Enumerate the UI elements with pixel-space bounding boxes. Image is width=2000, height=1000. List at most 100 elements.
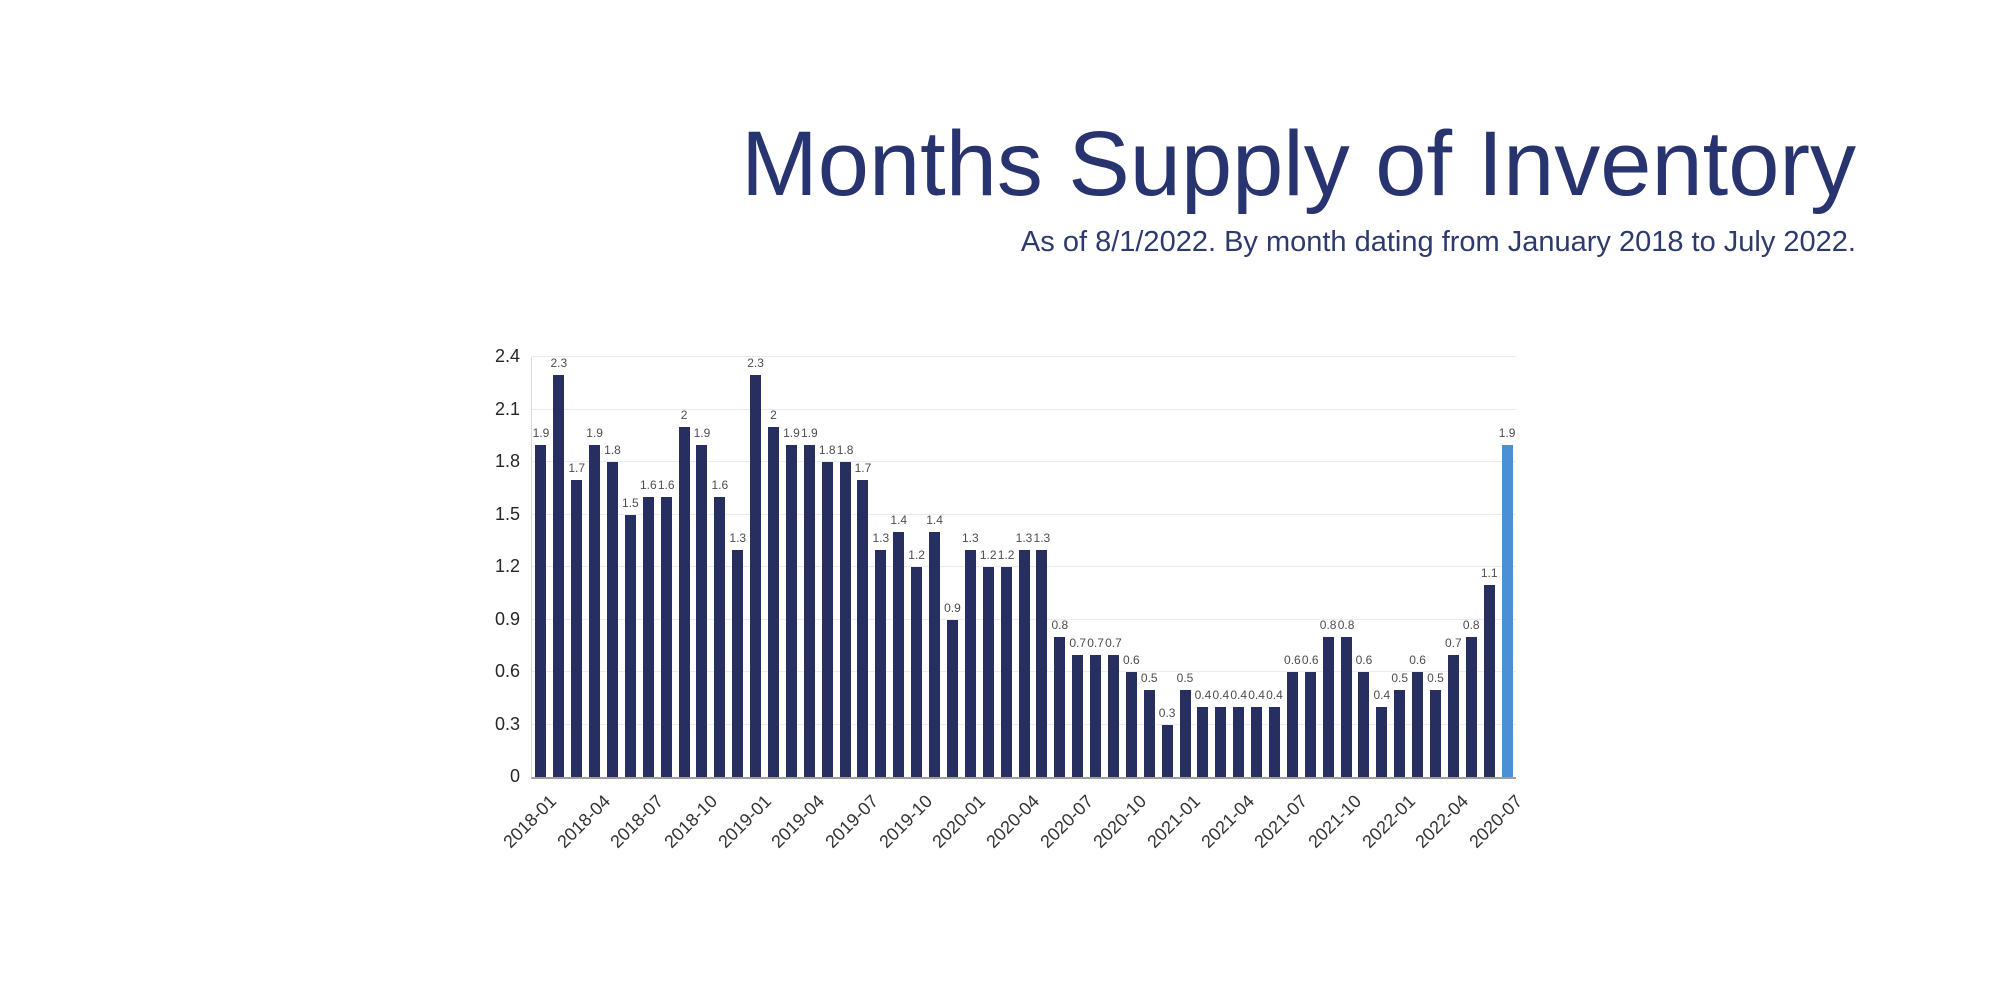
bar-value-label: 1.2 (979, 548, 997, 562)
bar-value-label: 1.9 (693, 425, 711, 440)
bar-value-label: 0.4 (1266, 688, 1283, 702)
bar-value-label: 1.4 (890, 513, 908, 527)
bar-2018-01 (535, 444, 547, 777)
bar-value-label: 1.1 (1480, 565, 1498, 580)
bar-2022-04 (1447, 654, 1459, 777)
bar-2019-08 (875, 549, 887, 777)
bar-2018-02 (553, 374, 565, 777)
bar-value-label: 1.9 (532, 425, 550, 440)
bar-value-label: 0.6 (1409, 653, 1426, 667)
bar-2021-10 (1340, 637, 1352, 777)
bar-value-label: 0.7 (1087, 635, 1104, 650)
bar-value-label: 1.3 (729, 530, 747, 545)
bar-value-label: 1.3 (961, 530, 979, 545)
bar-value-label: 1.5 (622, 495, 639, 510)
chart-header: Months Supply of Inventory As of 8/1/202… (741, 112, 1856, 259)
bar-2020-08 (1090, 654, 1102, 777)
bar-value-label: 0.3 (1158, 705, 1176, 720)
bar-2021-09 (1322, 637, 1334, 777)
bar-value-label: 0.4 (1212, 688, 1230, 702)
gridline (532, 461, 1516, 462)
bar-2021-08 (1304, 672, 1316, 777)
bar-2020-06 (1054, 637, 1066, 777)
bar-value-label: 0.5 (1391, 670, 1409, 685)
bar-2018-03 (571, 479, 583, 777)
bar-2021-04 (1233, 707, 1245, 777)
bar-2019-12 (946, 619, 958, 777)
y-tick-label: 0.9 (494, 608, 520, 629)
bar-2020-07 (1072, 654, 1084, 777)
bar-2021-02 (1197, 707, 1209, 777)
bar-value-label: 1.2 (997, 548, 1015, 562)
bar-2018-10 (696, 444, 708, 777)
bar-2018-04 (589, 444, 601, 777)
bar-value-label: 1.6 (639, 478, 657, 492)
bar-2022-02 (1412, 672, 1424, 777)
bar-value-label: 0.8 (1319, 618, 1337, 632)
bar-value-label: 0.8 (1051, 618, 1069, 632)
bar-value-label: 0.9 (944, 600, 961, 615)
y-tick-label: 1.8 (494, 451, 520, 471)
bar-2020-04 (1018, 549, 1030, 777)
bar-value-label: 1.3 (1015, 530, 1033, 545)
bar-value-label: 0.7 (1105, 635, 1122, 650)
bar-value-label: 0.5 (1176, 670, 1194, 685)
bar-2020-01 (964, 549, 976, 777)
bar-2018-08 (660, 497, 672, 777)
bar-value-label: 2 (770, 408, 777, 422)
bar-2021-06 (1268, 707, 1280, 777)
bar-value-label: 0.8 (1337, 618, 1355, 632)
bar-2018-09 (678, 427, 690, 777)
bar-value-label: 0.5 (1427, 670, 1444, 685)
bar-value-label: 0.4 (1194, 688, 1212, 702)
bar-value-label: 1.3 (1033, 530, 1051, 545)
bar-value-label: 1.6 (657, 478, 675, 492)
bar-value-label: 2.3 (550, 355, 568, 370)
bar-value-label: 0.4 (1373, 688, 1391, 702)
y-tick-label: 1.2 (494, 556, 520, 576)
bar-2019-10 (911, 567, 923, 777)
bar-value-label: 1.8 (818, 443, 836, 457)
bar-2020-11 (1143, 689, 1155, 777)
bar-2022-07 (1501, 444, 1513, 777)
bar-value-label: 0.7 (1445, 635, 1462, 650)
bar-value-label: 1.9 (800, 425, 818, 440)
bar-2021-01 (1179, 689, 1191, 777)
gridline (532, 513, 1516, 515)
bar-2022-03 (1429, 689, 1441, 777)
y-tick-label: 1.5 (494, 503, 520, 524)
bar-value-label: 0.7 (1069, 635, 1087, 650)
bar-2022-05 (1465, 637, 1477, 777)
bar-2019-02 (768, 427, 780, 777)
bar-2018-06 (624, 514, 636, 777)
x-axis: 2018-01 2018-04 2018-07 2018-10 2019-01 2019-… (499, 783, 1526, 893)
plot-area: 1.9 2.3 1.7 1.9 1.8 1.5 1.6 1.6 2 1.9 1.6 1.3 2.3 2 1.… (531, 355, 1516, 779)
y-tick-label: 2.4 (494, 346, 520, 366)
bar-2021-12 (1376, 707, 1388, 777)
bar-value-label: 1.9 (1498, 425, 1516, 440)
bar-value-label: 1.8 (604, 443, 621, 457)
bar-2019-07 (857, 479, 869, 777)
bar-2019-11 (929, 532, 941, 777)
chart-title: Months Supply of Inventory (741, 113, 1856, 215)
y-tick-label: 0.6 (494, 661, 520, 681)
bar-value-label: 1.3 (872, 530, 890, 545)
y-tick-label: 0.3 (494, 713, 520, 734)
bar-value-label: 0.6 (1284, 653, 1301, 667)
y-tick-label: 0 (509, 766, 520, 786)
bar-2021-03 (1215, 707, 1227, 777)
gridline (532, 356, 1516, 357)
bar-value-label: 1.8 (836, 443, 854, 457)
bar-2021-05 (1251, 707, 1263, 777)
bar-value-label: 2 (680, 408, 688, 422)
bar-value-label: 0.6 (1355, 653, 1373, 667)
bar-value-label: 0.4 (1248, 688, 1265, 702)
bar-2019-05 (821, 462, 833, 777)
bar-2020-05 (1036, 549, 1048, 777)
chart-subtitle: As of 8/1/2022. By month dating from Jan… (1020, 225, 1856, 258)
bar-2021-07 (1286, 672, 1298, 777)
bar-2020-03 (1000, 567, 1012, 777)
bar-2022-01 (1394, 689, 1406, 777)
bar-value-label: 1.2 (908, 548, 925, 562)
